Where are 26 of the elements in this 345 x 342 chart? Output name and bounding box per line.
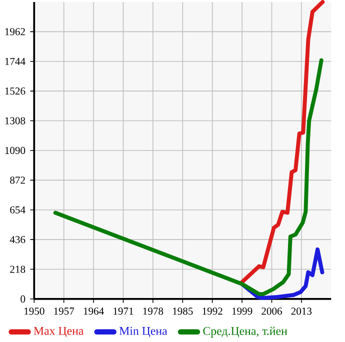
legend-label: Min Цена bbox=[119, 326, 168, 338]
y-tick-label: 1308 bbox=[5, 117, 26, 124]
x-tick-label: 1978 bbox=[143, 308, 164, 315]
x-tick-label: 1957 bbox=[54, 308, 74, 315]
y-tick-label: 654 bbox=[10, 206, 26, 214]
x-tick-label: 2013 bbox=[291, 308, 312, 315]
y-tick-label: 1090 bbox=[5, 146, 26, 154]
y-tick-label: 0 bbox=[20, 295, 26, 302]
line-series bbox=[240, 0, 325, 284]
x-tick-label: 1964 bbox=[84, 308, 104, 315]
line-series bbox=[240, 247, 324, 300]
x-tick-label: 2006 bbox=[262, 308, 282, 315]
y-tick-label: 1744 bbox=[5, 58, 26, 65]
y-tick-label: 872 bbox=[10, 176, 25, 184]
x-tick-label: 1950 bbox=[24, 308, 44, 315]
y-tick-label: 1526 bbox=[5, 87, 26, 95]
x-tick-label: 1985 bbox=[173, 308, 193, 315]
x-tick-label: 1971 bbox=[114, 308, 134, 315]
y-tick-label: 436 bbox=[10, 236, 26, 244]
x-tick-label: 1999 bbox=[232, 308, 252, 315]
legend-label: Max Цена bbox=[34, 326, 84, 338]
x-tick-label: 1992 bbox=[202, 308, 222, 315]
line-series bbox=[53, 58, 324, 296]
legend-label: Сред.Цена, т.йен bbox=[203, 326, 288, 338]
y-tick-label: 218 bbox=[10, 266, 26, 273]
y-tick-label: 1962 bbox=[5, 28, 25, 36]
